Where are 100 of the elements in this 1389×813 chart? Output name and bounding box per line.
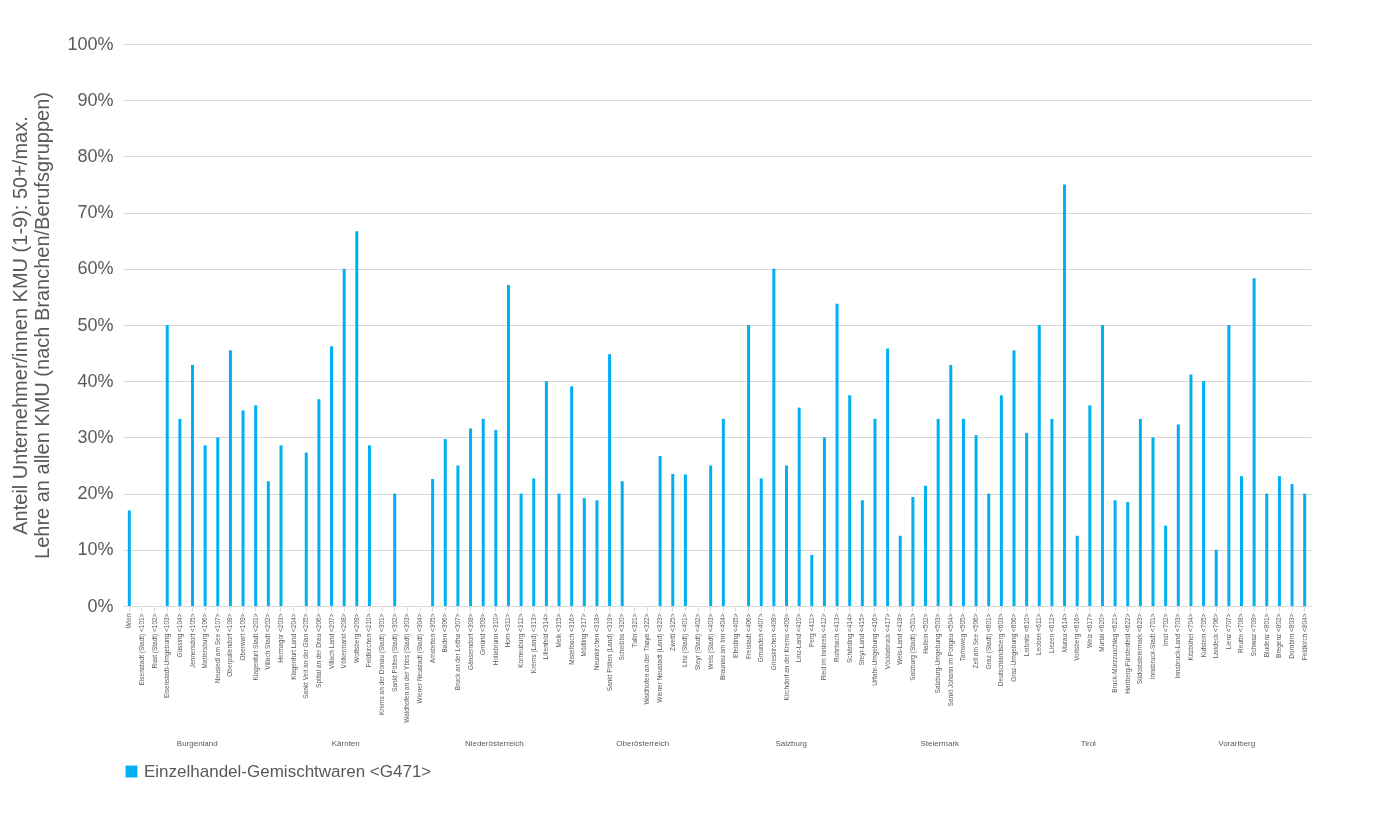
bar (582, 498, 586, 606)
y-tick-label: 40% (77, 370, 114, 391)
bar (835, 303, 839, 606)
text: Niederösterreich (464, 739, 524, 748)
bar (570, 386, 574, 606)
bar (304, 452, 308, 606)
bar (949, 364, 953, 606)
y-tick-label: 90% (77, 89, 114, 110)
bar (216, 437, 220, 606)
bar (1151, 437, 1155, 606)
bar (266, 481, 270, 606)
bar (1214, 549, 1218, 606)
legend-label: Einzelhandel-Gemischtwaren <G471> (144, 761, 432, 781)
bar (848, 395, 852, 606)
y-tick-label: 70% (77, 202, 114, 223)
bar (532, 478, 536, 606)
bar (898, 535, 902, 606)
text: Salzburg (775, 739, 808, 748)
bar (886, 348, 890, 606)
bar (1277, 476, 1281, 606)
bar (127, 510, 131, 606)
bar (1303, 493, 1307, 606)
bar (1227, 325, 1231, 606)
bar (443, 439, 447, 606)
bar (683, 474, 687, 606)
bar (469, 428, 473, 606)
bar (1138, 418, 1142, 606)
bar (721, 418, 725, 606)
bar (671, 473, 675, 606)
bar (658, 455, 662, 606)
y-tick-label: 100% (67, 33, 114, 54)
y-tick-label: 80% (77, 145, 114, 166)
bar (1126, 502, 1130, 606)
bar (620, 481, 624, 606)
bar (1113, 500, 1117, 606)
y-tick-label: 60% (77, 258, 114, 279)
bar (1164, 525, 1168, 606)
bar (785, 465, 789, 606)
bar (1025, 432, 1029, 606)
bar (1176, 424, 1180, 606)
bar (544, 381, 548, 606)
text: Tirol (1080, 739, 1097, 748)
bar (961, 418, 965, 606)
bar (342, 268, 346, 606)
bar (709, 465, 713, 606)
bar (519, 493, 523, 606)
y-tick-label: 10% (77, 539, 114, 560)
bar (1239, 476, 1243, 606)
bar (924, 485, 928, 606)
bar (1290, 484, 1294, 606)
bar (1088, 405, 1092, 606)
y-tick-label: 0% (87, 595, 114, 616)
bar (481, 418, 485, 606)
bar (178, 418, 182, 606)
bar (456, 465, 460, 606)
bar (191, 364, 195, 606)
bar (1100, 325, 1104, 606)
bar (1265, 493, 1269, 606)
bar (1202, 381, 1206, 606)
bar (317, 399, 321, 606)
text: Oberösterreich (616, 739, 670, 748)
bar (1012, 350, 1016, 606)
bar (759, 478, 763, 606)
bar (355, 231, 359, 606)
bar (936, 418, 940, 606)
bar (747, 325, 751, 606)
bar (330, 346, 334, 606)
bar (506, 285, 510, 606)
bar (772, 268, 776, 606)
y-tick-label: 20% (77, 483, 114, 504)
bar (974, 435, 978, 606)
text: Kärnten (331, 739, 360, 748)
bar (557, 493, 561, 606)
bar (860, 500, 864, 606)
bar (1252, 278, 1256, 606)
bar (1075, 535, 1079, 606)
bar (367, 445, 371, 606)
bar (279, 445, 283, 606)
y-tick-label: 30% (77, 426, 114, 447)
bar (254, 405, 258, 606)
bar (165, 325, 169, 606)
y-tick-label: 50% (77, 314, 114, 335)
bar (595, 500, 599, 606)
bar (810, 554, 814, 606)
bar (228, 350, 232, 606)
bar (1037, 325, 1041, 606)
bar (911, 496, 915, 606)
text: Burgenland (176, 739, 218, 748)
bar (608, 354, 612, 606)
bar (999, 395, 1003, 606)
bar (1063, 184, 1067, 606)
bar (241, 410, 245, 606)
bar (797, 407, 801, 606)
bar (1050, 418, 1054, 606)
bar (494, 430, 498, 606)
bar (203, 445, 207, 606)
bar (822, 437, 826, 606)
text: Steiermark (920, 739, 961, 748)
bar (987, 493, 991, 606)
y-axis-title: Anteil Unternehmer/innen KMU (1-9): 50+/max. Lehre an allen KMU (nach Branchen/Berufsgruppen) (9, 92, 54, 559)
